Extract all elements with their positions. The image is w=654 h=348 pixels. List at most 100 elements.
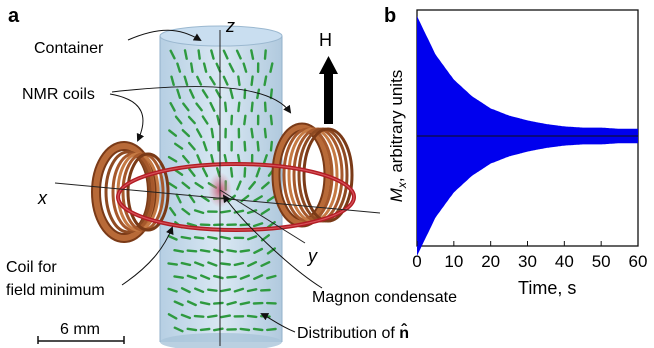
n-vector bbox=[168, 206, 177, 217]
n-vector bbox=[212, 327, 224, 332]
n-vector bbox=[250, 75, 254, 87]
n-vector bbox=[173, 168, 184, 176]
n-vector bbox=[196, 154, 202, 165]
n-vector bbox=[239, 301, 251, 306]
n-vector bbox=[173, 142, 184, 150]
n-vector bbox=[167, 313, 178, 320]
n-vector bbox=[248, 180, 257, 190]
x-tick-label: 0 bbox=[412, 252, 421, 271]
n-vector bbox=[188, 88, 195, 99]
n-vector bbox=[167, 181, 178, 190]
n-vector bbox=[195, 128, 203, 139]
n-vector bbox=[187, 115, 196, 125]
n-vector bbox=[207, 261, 218, 267]
n-vector bbox=[266, 274, 277, 280]
n-vector bbox=[210, 127, 215, 139]
n-vector bbox=[243, 88, 247, 100]
n-vector bbox=[213, 248, 224, 254]
panel-b-label: b bbox=[384, 5, 396, 27]
n-vector bbox=[187, 141, 196, 151]
n-vector bbox=[223, 101, 228, 113]
n-vector bbox=[239, 274, 251, 280]
n-vector bbox=[193, 314, 205, 318]
y-axis-title-sub: x bbox=[395, 181, 409, 189]
n-vector bbox=[246, 235, 258, 241]
n-vector bbox=[263, 127, 267, 139]
n-vector bbox=[176, 62, 182, 73]
n-vector bbox=[168, 129, 178, 137]
n-vector bbox=[235, 49, 242, 60]
n-vector bbox=[256, 140, 260, 152]
n-vector bbox=[173, 275, 185, 279]
n-vector bbox=[269, 140, 273, 152]
scale-bar-label: 6 mm bbox=[60, 321, 100, 338]
n-vector bbox=[250, 127, 254, 139]
n-vector bbox=[176, 88, 182, 100]
n-vector bbox=[263, 49, 267, 60]
n-vector bbox=[199, 301, 211, 306]
n-vector bbox=[260, 208, 271, 216]
x-tick-label: 20 bbox=[481, 252, 500, 271]
n-vector bbox=[206, 314, 218, 319]
field-h-label: H bbox=[319, 30, 332, 50]
x-axis-line bbox=[54, 182, 381, 214]
y-axis-label: y bbox=[306, 246, 318, 266]
n-vector bbox=[188, 193, 196, 204]
n-vector bbox=[220, 288, 232, 293]
y-axis-title-rest: , arbitrary units bbox=[387, 70, 406, 182]
distribution-label-text: Distribution of bbox=[297, 325, 399, 342]
n-vector bbox=[220, 314, 232, 319]
n-vector bbox=[216, 114, 221, 126]
n-vector bbox=[193, 287, 205, 293]
n-vector bbox=[246, 209, 258, 215]
n-vector bbox=[223, 153, 228, 165]
right-nmr-coil bbox=[271, 122, 354, 228]
panel-a-label: a bbox=[8, 5, 20, 27]
axes: x y z bbox=[37, 16, 381, 346]
n-vector bbox=[247, 261, 258, 267]
n-vector bbox=[173, 326, 184, 333]
y-axis-title-main: M bbox=[387, 187, 406, 202]
n-vector bbox=[193, 209, 205, 215]
n-vector bbox=[228, 62, 235, 73]
n-vector bbox=[206, 288, 218, 292]
plot-area: 0 10 20 30 40 50 60 bbox=[412, 9, 647, 271]
n-vector bbox=[233, 261, 245, 267]
panel-a: a bbox=[6, 5, 457, 348]
n-vector bbox=[229, 166, 234, 178]
n-vector bbox=[252, 222, 264, 228]
n-vector bbox=[167, 234, 178, 241]
n-vector bbox=[266, 194, 277, 203]
field-h-arrow: H bbox=[319, 30, 338, 124]
coil-minimum-label-line1: Coil for bbox=[6, 259, 57, 276]
n-vector bbox=[252, 327, 264, 332]
x-ticks: 0 10 20 30 40 50 60 bbox=[412, 241, 647, 271]
nmr-coils-label: NMR coils bbox=[22, 86, 95, 103]
n-vector bbox=[199, 327, 211, 332]
n-vector bbox=[188, 167, 196, 177]
n-vector bbox=[220, 235, 231, 240]
n-vector bbox=[253, 274, 264, 280]
n-vector bbox=[202, 140, 208, 152]
n-vector bbox=[269, 88, 273, 100]
n-vector bbox=[186, 249, 198, 253]
n-vector bbox=[243, 114, 247, 126]
n-vector bbox=[186, 274, 198, 280]
n-vector bbox=[261, 181, 270, 190]
n-vector bbox=[167, 155, 178, 163]
n-vector bbox=[263, 101, 267, 113]
n-vector bbox=[186, 222, 198, 228]
n-vector bbox=[181, 181, 191, 190]
n-vector bbox=[169, 49, 176, 60]
n-vector bbox=[186, 327, 198, 332]
n-vector bbox=[226, 275, 238, 279]
n-vector bbox=[236, 180, 242, 191]
n-vector bbox=[237, 75, 241, 87]
n-vector bbox=[173, 248, 185, 253]
y-axis-line bbox=[219, 189, 306, 244]
n-vector bbox=[269, 62, 274, 73]
n-vector bbox=[167, 262, 179, 266]
n-vector bbox=[201, 167, 209, 178]
n-vector bbox=[199, 248, 211, 253]
n-vector bbox=[195, 102, 203, 112]
